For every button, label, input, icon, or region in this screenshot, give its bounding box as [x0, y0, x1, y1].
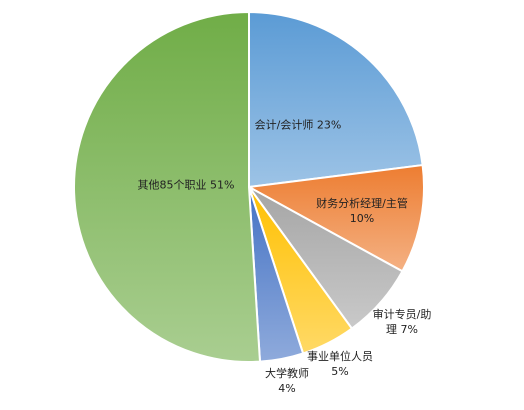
data-label: 财务分析经理/主管 10%: [313, 196, 411, 226]
value-label: 23%: [316, 118, 342, 132]
category-label: 会计/会计师: [254, 118, 314, 132]
value-label: 7%: [400, 323, 418, 336]
category-label: 审计专员/助理: [372, 308, 432, 336]
value-label: 4%: [278, 382, 296, 395]
data-label: 会计/会计师 23%: [243, 118, 353, 133]
data-label: 其他85个职业 51%: [126, 178, 246, 193]
value-label: 51%: [210, 178, 235, 192]
pie-slice: [73, 10, 262, 363]
data-label: 审计专员/助理 7%: [372, 307, 432, 337]
data-label: 大学教师 4%: [261, 366, 313, 396]
pie-slice: [248, 10, 424, 189]
data-label: 事业单位人员 5%: [307, 349, 373, 379]
value-label: 10%: [349, 212, 375, 225]
category-label: 其他85个职业: [137, 178, 207, 192]
value-label: 5%: [331, 365, 349, 378]
pie-slice: [245, 163, 425, 273]
category-label: 大学教师: [265, 367, 309, 380]
category-label: 事业单位人员: [307, 350, 373, 363]
category-label: 财务分析经理/主管: [316, 197, 408, 210]
